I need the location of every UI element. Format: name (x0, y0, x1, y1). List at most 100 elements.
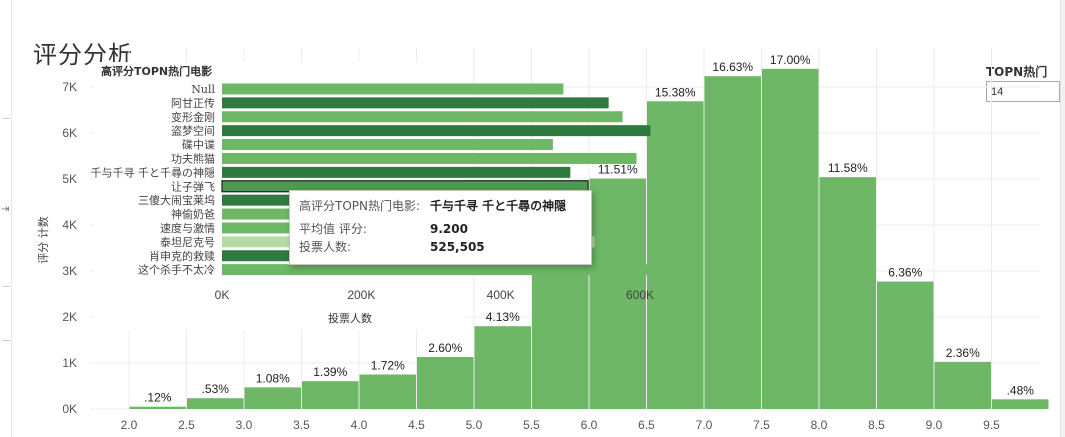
histogram-bar (417, 357, 474, 409)
histogram-x-tick-label: 9.5 (983, 418, 1000, 432)
histogram-x-tick-label: 4.0 (351, 418, 368, 432)
tooltip-value: 525,505 (430, 240, 485, 254)
topn-x-tick-label: 0K (215, 288, 230, 302)
histogram-bar-label: 2.60% (428, 341, 462, 355)
histogram-x-tick-label: 2.5 (178, 418, 195, 432)
topn-category-label: 三傻大闹宝莱坞 (138, 193, 215, 207)
resize-grip-icon[interactable]: ⇥ (1, 204, 10, 215)
histogram-bar (129, 406, 186, 409)
topn-category-label: 阿甘正传 (171, 97, 215, 110)
topn-bar (222, 111, 623, 123)
histogram-bar-label: 11.51% (598, 163, 638, 177)
topn-category-label: 千与千寻 千と千尋の神隠 (91, 165, 216, 179)
edge-tick (2, 286, 10, 287)
histogram-x-tick-label: 7.0 (696, 418, 713, 432)
tooltip-row-title: 高评分TOPN热门电影: 千与千寻 千と千尋の神隠 (299, 197, 566, 215)
histogram-bar (532, 266, 589, 409)
topn-category-label: 碟中谍 (182, 139, 215, 152)
topn-x-tick-label: 600K (626, 288, 654, 302)
histogram-y-tick-label: 1K (62, 356, 77, 370)
histogram-x-tick-label: 8.5 (868, 418, 885, 432)
histogram-bar-label: 1.08% (256, 371, 290, 385)
histogram-bar (934, 361, 991, 409)
left-panel-edge: ⇥ (0, 0, 12, 437)
histogram-bar (244, 387, 301, 409)
histogram-y-axis-title: 评分 计数 (37, 216, 50, 264)
topn-parameter-label: TOPN热门 (986, 65, 1048, 79)
right-scrollbar[interactable] (1060, 0, 1065, 437)
histogram-x-tick-label: 5.5 (523, 418, 540, 432)
histogram-x-tick-label: 9.0 (926, 418, 943, 432)
topn-x-tick-label: 200K (347, 288, 375, 302)
histogram-x-tick-label: 6.5 (638, 418, 655, 432)
topn-bar (222, 166, 571, 178)
topn-category-label: 这个杀手不太冷 (138, 263, 215, 277)
topn-category-label: 泰坦尼克号 (160, 235, 215, 249)
histogram-bar-label: 4.13% (486, 310, 520, 324)
histogram-x-tick-label: 6.0 (581, 418, 598, 432)
histogram-bar-label: 11.58% (828, 161, 868, 175)
histogram-bar (704, 76, 761, 409)
topn-category-label: 盗梦空间 (171, 124, 215, 138)
tooltip-label: 高评分TOPN热门电影: (299, 199, 421, 213)
topn-bar (222, 83, 564, 95)
histogram-y-tick-label: 5K (62, 172, 77, 186)
tooltip-label: 投票人数: (299, 240, 352, 254)
histogram-bar-label: 2.36% (946, 346, 980, 360)
topn-bar (222, 152, 637, 164)
histogram-y-tick-label: 4K (62, 218, 77, 232)
histogram-bar-label: 15.38% (655, 85, 696, 99)
histogram-x-tick-label: 8.0 (811, 418, 828, 432)
tooltip: 高评分TOPN热门电影: 千与千寻 千と千尋の神隠 平均值 评分: 9.200 … (289, 190, 592, 265)
histogram-bar-label: 1.39% (313, 365, 347, 379)
edge-tick (2, 340, 10, 341)
histogram-bar-label: 6.36% (888, 266, 922, 280)
tooltip-row-rating: 平均值 评分: 9.200 (299, 220, 468, 238)
histogram-x-tick-label: 3.0 (236, 418, 253, 432)
histogram-bar (187, 398, 244, 409)
topn-chart-title: 高评分TOPN热门电影 (101, 64, 212, 78)
histogram-y-tick-label: 7K (62, 80, 77, 94)
histogram-y-tick-label: 3K (62, 264, 77, 278)
topn-category-label: 让子弹飞 (171, 179, 215, 193)
topn-category-label: 变形金刚 (171, 110, 215, 124)
histogram-bar-label: 17.00% (770, 53, 811, 67)
histogram-x-tick-label: 2.0 (121, 418, 138, 432)
topn-category-label: 功夫熊猫 (171, 151, 215, 165)
topn-bar (222, 97, 609, 109)
histogram-bar (877, 281, 934, 409)
histogram-y-tick-label: 0K (62, 402, 77, 416)
tooltip-label: 平均值 评分: (299, 222, 367, 236)
topn-category-label: 肖申克的救赎 (149, 249, 215, 263)
histogram-bar-label: 1.72% (371, 359, 405, 373)
topn-category-label: Null (191, 83, 215, 96)
histogram-x-tick-label: 4.5 (408, 418, 425, 432)
histogram-y-tick-label: 2K (62, 310, 77, 324)
topn-bar (222, 125, 651, 137)
histogram-bar (474, 326, 531, 409)
tooltip-row-votes: 投票人数: 525,505 (299, 238, 485, 256)
tooltip-value: 9.200 (430, 222, 468, 236)
histogram-bar-label: .12% (144, 391, 172, 405)
histogram-bar (647, 101, 704, 409)
histogram-bar-label: .48% (1007, 383, 1035, 397)
histogram-y-tick-label: 6K (62, 126, 77, 140)
histogram-x-tick-label: 3.5 (293, 418, 310, 432)
topn-bar (222, 264, 667, 276)
topn-category-label: 神偷奶爸 (171, 207, 215, 221)
topn-x-tick-label: 400K (487, 288, 515, 302)
histogram-bar (589, 178, 646, 409)
histogram-bar (819, 177, 876, 409)
histogram-bar (302, 381, 359, 409)
topn-bar (222, 139, 553, 151)
tooltip-value: 千与千寻 千と千尋の神隠 (430, 199, 567, 213)
topn-x-axis-title: 投票人数 (328, 311, 372, 325)
histogram-x-tick-label: 5.0 (466, 418, 483, 432)
histogram-bar (762, 68, 819, 409)
histogram-bar-label: .53% (202, 382, 230, 396)
histogram-bar-label: 16.63% (712, 60, 753, 74)
histogram-bar (992, 399, 1049, 409)
topn-parameter-input[interactable] (986, 81, 1060, 102)
histogram-bar (359, 374, 416, 409)
